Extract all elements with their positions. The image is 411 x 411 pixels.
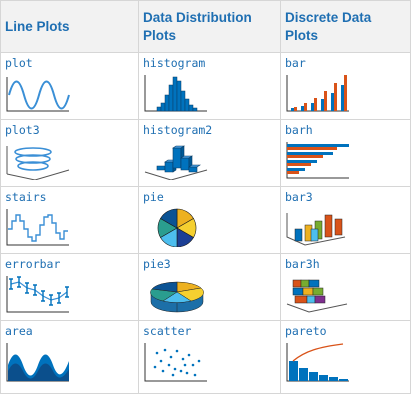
- gallery-cell-histogram[interactable]: histogram: [138, 52, 281, 120]
- gallery-cell-pareto[interactable]: pareto: [280, 320, 411, 394]
- barh-icon[interactable]: [285, 140, 351, 180]
- function-link-stairs[interactable]: stairs: [5, 190, 47, 204]
- function-link-plot[interactable]: plot: [5, 56, 33, 70]
- pareto-icon[interactable]: [285, 341, 351, 383]
- function-link-histogram2[interactable]: histogram2: [143, 123, 213, 137]
- function-link-bar3h[interactable]: bar3h: [285, 257, 320, 271]
- gallery-cell-histogram2[interactable]: histogram2: [138, 119, 281, 187]
- function-link-pie3[interactable]: pie3: [143, 257, 171, 271]
- gallery-row: plot3 histogram2: [0, 119, 411, 187]
- gallery-row: stairs pie: [0, 186, 411, 254]
- header-discrete-data-plots: Discrete Data Plots: [280, 0, 411, 53]
- function-link-histogram[interactable]: histogram: [143, 56, 206, 70]
- pie-icon[interactable]: [143, 207, 209, 247]
- gallery-cell-errorbar[interactable]: errorbar: [0, 253, 139, 321]
- plot-icon[interactable]: [5, 73, 71, 113]
- pie3-icon[interactable]: [143, 274, 209, 314]
- header-row: Line Plots Data Distribution Plots Discr…: [0, 0, 411, 53]
- area-icon[interactable]: [5, 341, 71, 383]
- gallery-row: errorbar pie3: [0, 253, 411, 321]
- function-link-barh[interactable]: barh: [285, 123, 313, 137]
- plot3-icon[interactable]: [5, 140, 71, 180]
- function-link-area[interactable]: area: [5, 324, 33, 338]
- function-link-bar[interactable]: bar: [285, 56, 306, 70]
- gallery-cell-bar3[interactable]: bar3: [280, 186, 411, 254]
- stairs-icon[interactable]: [5, 207, 71, 247]
- function-link-pareto[interactable]: pareto: [285, 324, 327, 338]
- scatter-icon[interactable]: [143, 341, 209, 383]
- errorbar-icon[interactable]: [5, 274, 71, 314]
- gallery-row: plot histogram: [0, 52, 411, 120]
- gallery-cell-bar[interactable]: bar: [280, 52, 411, 120]
- gallery-cell-bar3h[interactable]: bar3h: [280, 253, 411, 321]
- bar-icon[interactable]: [285, 73, 351, 113]
- gallery-cell-plot[interactable]: plot: [0, 52, 139, 120]
- function-link-plot3[interactable]: plot3: [5, 123, 40, 137]
- function-link-pie[interactable]: pie: [143, 190, 164, 204]
- gallery-cell-barh[interactable]: barh: [280, 119, 411, 187]
- bar3h-icon[interactable]: [285, 274, 351, 314]
- header-data-distribution-plots: Data Distribution Plots: [138, 0, 281, 53]
- gallery-cell-area[interactable]: area: [0, 320, 139, 394]
- plot-gallery-table: Line Plots Data Distribution Plots Discr…: [0, 0, 411, 394]
- histogram2-icon[interactable]: [143, 140, 209, 180]
- gallery-cell-stairs[interactable]: stairs: [0, 186, 139, 254]
- histogram-icon[interactable]: [143, 73, 209, 113]
- header-line-plots: Line Plots: [0, 0, 139, 53]
- gallery-cell-scatter[interactable]: scatter: [138, 320, 281, 394]
- gallery-cell-plot3[interactable]: plot3: [0, 119, 139, 187]
- function-link-scatter[interactable]: scatter: [143, 324, 192, 338]
- gallery-row: area scatter: [0, 320, 411, 394]
- gallery-cell-pie[interactable]: pie: [138, 186, 281, 254]
- bar3-icon[interactable]: [285, 207, 351, 247]
- function-link-bar3[interactable]: bar3: [285, 190, 313, 204]
- gallery-cell-pie3[interactable]: pie3: [138, 253, 281, 321]
- function-link-errorbar[interactable]: errorbar: [5, 257, 61, 271]
